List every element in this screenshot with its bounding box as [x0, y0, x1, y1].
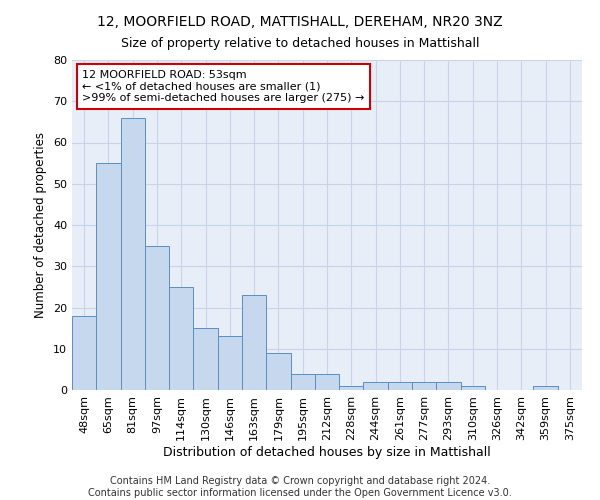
- Bar: [290, 374, 315, 390]
- Y-axis label: Number of detached properties: Number of detached properties: [34, 132, 47, 318]
- Bar: [436, 382, 461, 390]
- Bar: [145, 246, 169, 390]
- X-axis label: Distribution of detached houses by size in Mattishall: Distribution of detached houses by size …: [163, 446, 491, 458]
- Bar: [364, 382, 388, 390]
- Text: 12, MOORFIELD ROAD, MATTISHALL, DEREHAM, NR20 3NZ: 12, MOORFIELD ROAD, MATTISHALL, DEREHAM,…: [97, 15, 503, 29]
- Bar: [388, 382, 412, 390]
- Bar: [96, 163, 121, 390]
- Bar: [72, 316, 96, 390]
- Text: 12 MOORFIELD ROAD: 53sqm
← <1% of detached houses are smaller (1)
>99% of semi-d: 12 MOORFIELD ROAD: 53sqm ← <1% of detach…: [82, 70, 365, 103]
- Bar: [339, 386, 364, 390]
- Bar: [412, 382, 436, 390]
- Bar: [315, 374, 339, 390]
- Text: Contains HM Land Registry data © Crown copyright and database right 2024.
Contai: Contains HM Land Registry data © Crown c…: [88, 476, 512, 498]
- Text: Size of property relative to detached houses in Mattishall: Size of property relative to detached ho…: [121, 38, 479, 51]
- Bar: [266, 353, 290, 390]
- Bar: [218, 336, 242, 390]
- Bar: [461, 386, 485, 390]
- Bar: [533, 386, 558, 390]
- Bar: [193, 328, 218, 390]
- Bar: [242, 295, 266, 390]
- Bar: [121, 118, 145, 390]
- Bar: [169, 287, 193, 390]
